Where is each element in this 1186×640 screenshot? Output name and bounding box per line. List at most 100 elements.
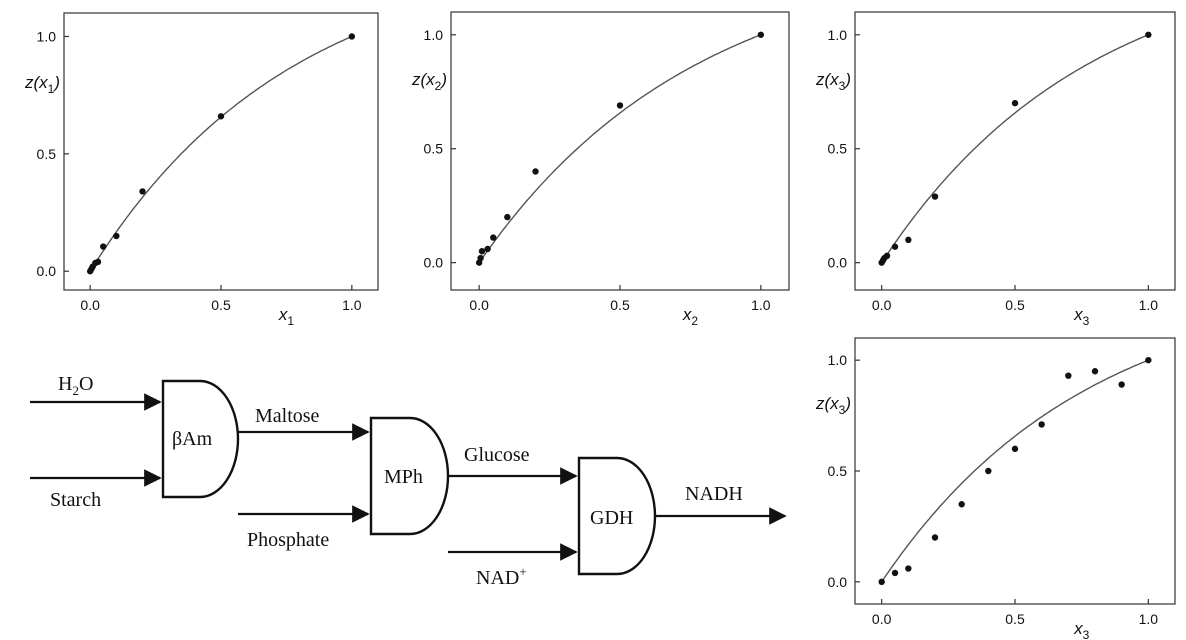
plot-frame xyxy=(450,11,790,291)
data-point xyxy=(532,168,539,175)
y-tick-label: 0.5 xyxy=(424,141,444,157)
data-point xyxy=(1145,356,1152,364)
gdh-label: GDH xyxy=(590,507,633,529)
data-point xyxy=(139,188,146,195)
data-point xyxy=(1011,99,1019,107)
data-point xyxy=(477,254,484,262)
y-axis-label: z(x1) xyxy=(24,73,60,96)
data-point xyxy=(1145,31,1152,38)
y-tick-label: 0.5 xyxy=(37,146,57,162)
y-axis-var: z(x xyxy=(815,70,839,89)
h2o-label: H2O xyxy=(58,373,93,398)
x-tick-label: 0.0 xyxy=(80,297,100,313)
nad-sup: + xyxy=(519,564,526,579)
mph-label: MPh xyxy=(384,466,423,488)
h2o-main: H xyxy=(58,373,72,395)
data-point xyxy=(94,258,102,266)
y-tick-label: 0.0 xyxy=(828,255,848,271)
y-tick-label: 1.0 xyxy=(37,28,57,44)
nadh-label: NADH xyxy=(685,483,743,505)
y-tick-label: 0.0 xyxy=(828,574,848,590)
y-axis-close: ) xyxy=(843,394,851,413)
nad-main: NAD xyxy=(476,567,519,589)
plot-frame xyxy=(63,12,379,291)
data-point xyxy=(490,234,497,241)
x-axis-var: x xyxy=(1073,619,1083,638)
x-axis-var: x xyxy=(1073,305,1083,324)
x-axis-var: x xyxy=(682,305,692,324)
x-tick-label: 1.0 xyxy=(342,297,362,313)
y-axis-sub: 3 xyxy=(839,403,846,417)
x-tick-label: 0.5 xyxy=(1005,297,1025,313)
y-axis-var: z(x xyxy=(411,70,435,89)
data-point xyxy=(985,467,992,475)
enzyme-cascade-diagram: βAm Maltose Phosphate MPh Glucose GDH NA… xyxy=(30,373,787,589)
data-point xyxy=(958,501,965,508)
data-point xyxy=(616,102,624,109)
data-point xyxy=(905,565,912,572)
data-point xyxy=(891,243,899,250)
data-point xyxy=(878,578,885,586)
data-point xyxy=(931,193,939,200)
y-axis-close: ) xyxy=(843,70,851,89)
data-point xyxy=(1118,381,1125,388)
plot-frame xyxy=(854,337,1176,605)
x-tick-label: 0.5 xyxy=(610,297,630,313)
x-tick-label: 0.0 xyxy=(872,297,892,313)
data-point xyxy=(757,31,765,38)
x-tick-label: 0.5 xyxy=(211,297,231,313)
bam-label: βAm xyxy=(172,428,213,450)
bam-enzyme-gate xyxy=(161,379,240,499)
data-point xyxy=(478,248,486,255)
x-tick-label: 1.0 xyxy=(1139,611,1159,627)
y-axis-sub: 2 xyxy=(435,79,442,93)
y-axis-label: z(x3) xyxy=(815,70,851,93)
glucose-label: Glucose xyxy=(464,444,530,466)
x-axis-sub: 3 xyxy=(1083,628,1090,640)
y-tick-label: 1.0 xyxy=(828,27,848,43)
starch-label: Starch xyxy=(50,489,101,511)
x-tick-label: 1.0 xyxy=(751,297,771,313)
data-point xyxy=(891,569,899,577)
maltose-label: Maltose xyxy=(255,405,320,427)
y-axis-sub: 3 xyxy=(839,79,846,93)
y-axis-sub: 1 xyxy=(48,82,55,96)
x-tick-label: 0.5 xyxy=(1005,611,1025,627)
y-axis-var: z(x xyxy=(815,394,839,413)
x-axis-label: x3 xyxy=(1073,305,1090,328)
y-tick-label: 0.5 xyxy=(828,141,848,157)
data-point xyxy=(100,243,107,250)
x-axis-label: x3 xyxy=(1073,619,1090,640)
y-tick-label: 0.5 xyxy=(828,463,848,479)
x-axis-var: x xyxy=(278,305,288,324)
y-tick-label: 1.0 xyxy=(424,27,444,43)
x-tick-label: 0.0 xyxy=(872,611,892,627)
data-point xyxy=(905,236,912,244)
h2o-tail: O xyxy=(79,373,93,395)
fit-curve xyxy=(478,34,762,264)
mph-enzyme-gate xyxy=(369,416,450,536)
fit-curve xyxy=(881,34,1149,264)
plot-frame xyxy=(854,11,1176,291)
data-point xyxy=(1038,421,1045,428)
y-axis-close: ) xyxy=(52,73,60,92)
fit-curve xyxy=(881,359,1149,583)
x-axis-label: x2 xyxy=(682,305,699,328)
h2o-sub: 2 xyxy=(72,383,79,398)
phosphate-label: Phosphate xyxy=(247,529,329,551)
x-axis-label: x1 xyxy=(278,305,295,328)
y-axis-label: z(x3) xyxy=(815,394,851,417)
data-point xyxy=(1011,445,1019,453)
y-tick-label: 0.0 xyxy=(424,255,444,271)
data-point xyxy=(484,245,491,253)
data-point xyxy=(113,232,120,240)
data-point xyxy=(217,113,225,120)
data-point xyxy=(1065,372,1072,379)
x-axis-sub: 1 xyxy=(287,314,294,328)
